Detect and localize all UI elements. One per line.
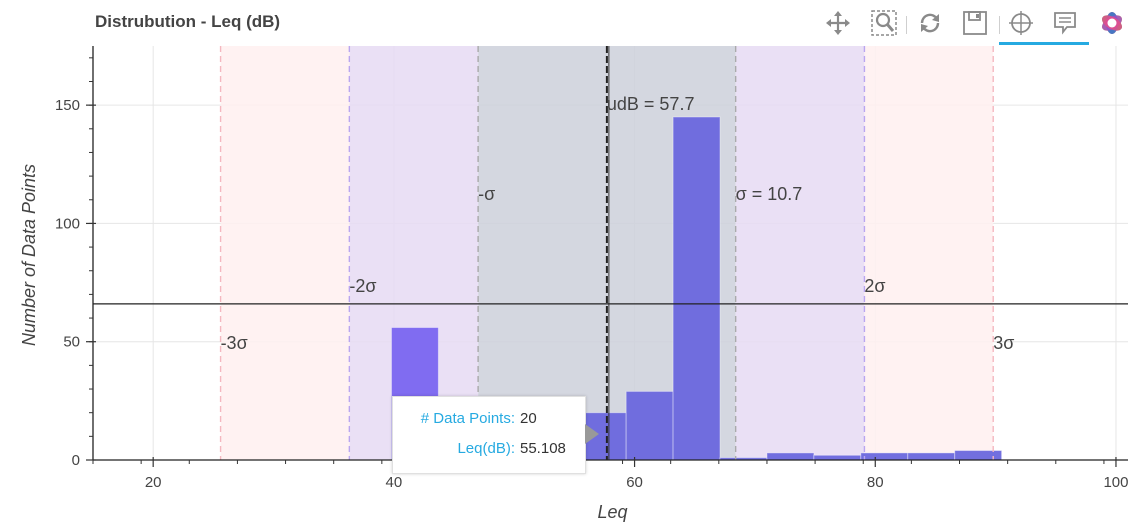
toolbar [818, 4, 1138, 46]
histogram-bar [672, 116, 721, 461]
histogram-bar [907, 452, 956, 461]
sigma-annotation: udB = 57.7 [607, 94, 695, 114]
x-tick-label: 80 [867, 474, 884, 491]
box-zoom-icon[interactable] [866, 4, 902, 42]
sigma-band [220, 46, 350, 460]
hover-tooltip: # Data Points: 20 Leq(dB): 55.108 [392, 396, 586, 474]
sigma-band [864, 46, 994, 460]
chart-title: Distrubution - Leq (dB) [95, 12, 281, 31]
pan-icon[interactable] [820, 4, 856, 42]
sigma-annotation: -3σ [221, 333, 248, 353]
crosshair-icon[interactable] [1003, 4, 1039, 42]
histogram-bar [625, 390, 674, 461]
tooltip-leq-label: Leq(dB): [457, 440, 515, 457]
histogram-bar [766, 452, 815, 461]
sigma-annotation: -2σ [349, 276, 376, 296]
histogram-bar [813, 454, 862, 461]
x-tick-label: 100 [1103, 474, 1128, 491]
y-tick-label: 100 [55, 215, 80, 232]
histogram-bar [860, 452, 909, 461]
y-tick-label: 50 [63, 334, 80, 351]
tooltip-pointer [585, 424, 599, 444]
sigma-annotation: σ = 10.7 [736, 184, 803, 204]
tooltip-count-label: # Data Points: [420, 410, 515, 427]
x-tick-label: 60 [626, 474, 643, 491]
histogram-bar [954, 450, 1003, 461]
tooltip-count-value: 20 [520, 410, 537, 427]
x-axis-label: Leq [597, 502, 627, 522]
sigma-annotation: 3σ [993, 333, 1014, 353]
y-axis-label: Number of Data Points [19, 164, 39, 346]
x-tick-label: 40 [386, 474, 403, 491]
sigma-annotation: -σ [478, 184, 495, 204]
hover-icon[interactable] [1047, 4, 1083, 42]
y-tick-label: 0 [72, 452, 80, 469]
save-icon[interactable] [957, 4, 993, 42]
bokeh-logo-icon[interactable] [1094, 4, 1130, 42]
y-tick-label: 150 [55, 97, 80, 114]
x-tick-label: 20 [145, 474, 162, 491]
sigma-band [735, 46, 865, 460]
reset-icon[interactable] [912, 4, 948, 42]
tooltip-leq-value: 55.108 [520, 440, 566, 457]
sigma-annotation: 2σ [864, 276, 885, 296]
